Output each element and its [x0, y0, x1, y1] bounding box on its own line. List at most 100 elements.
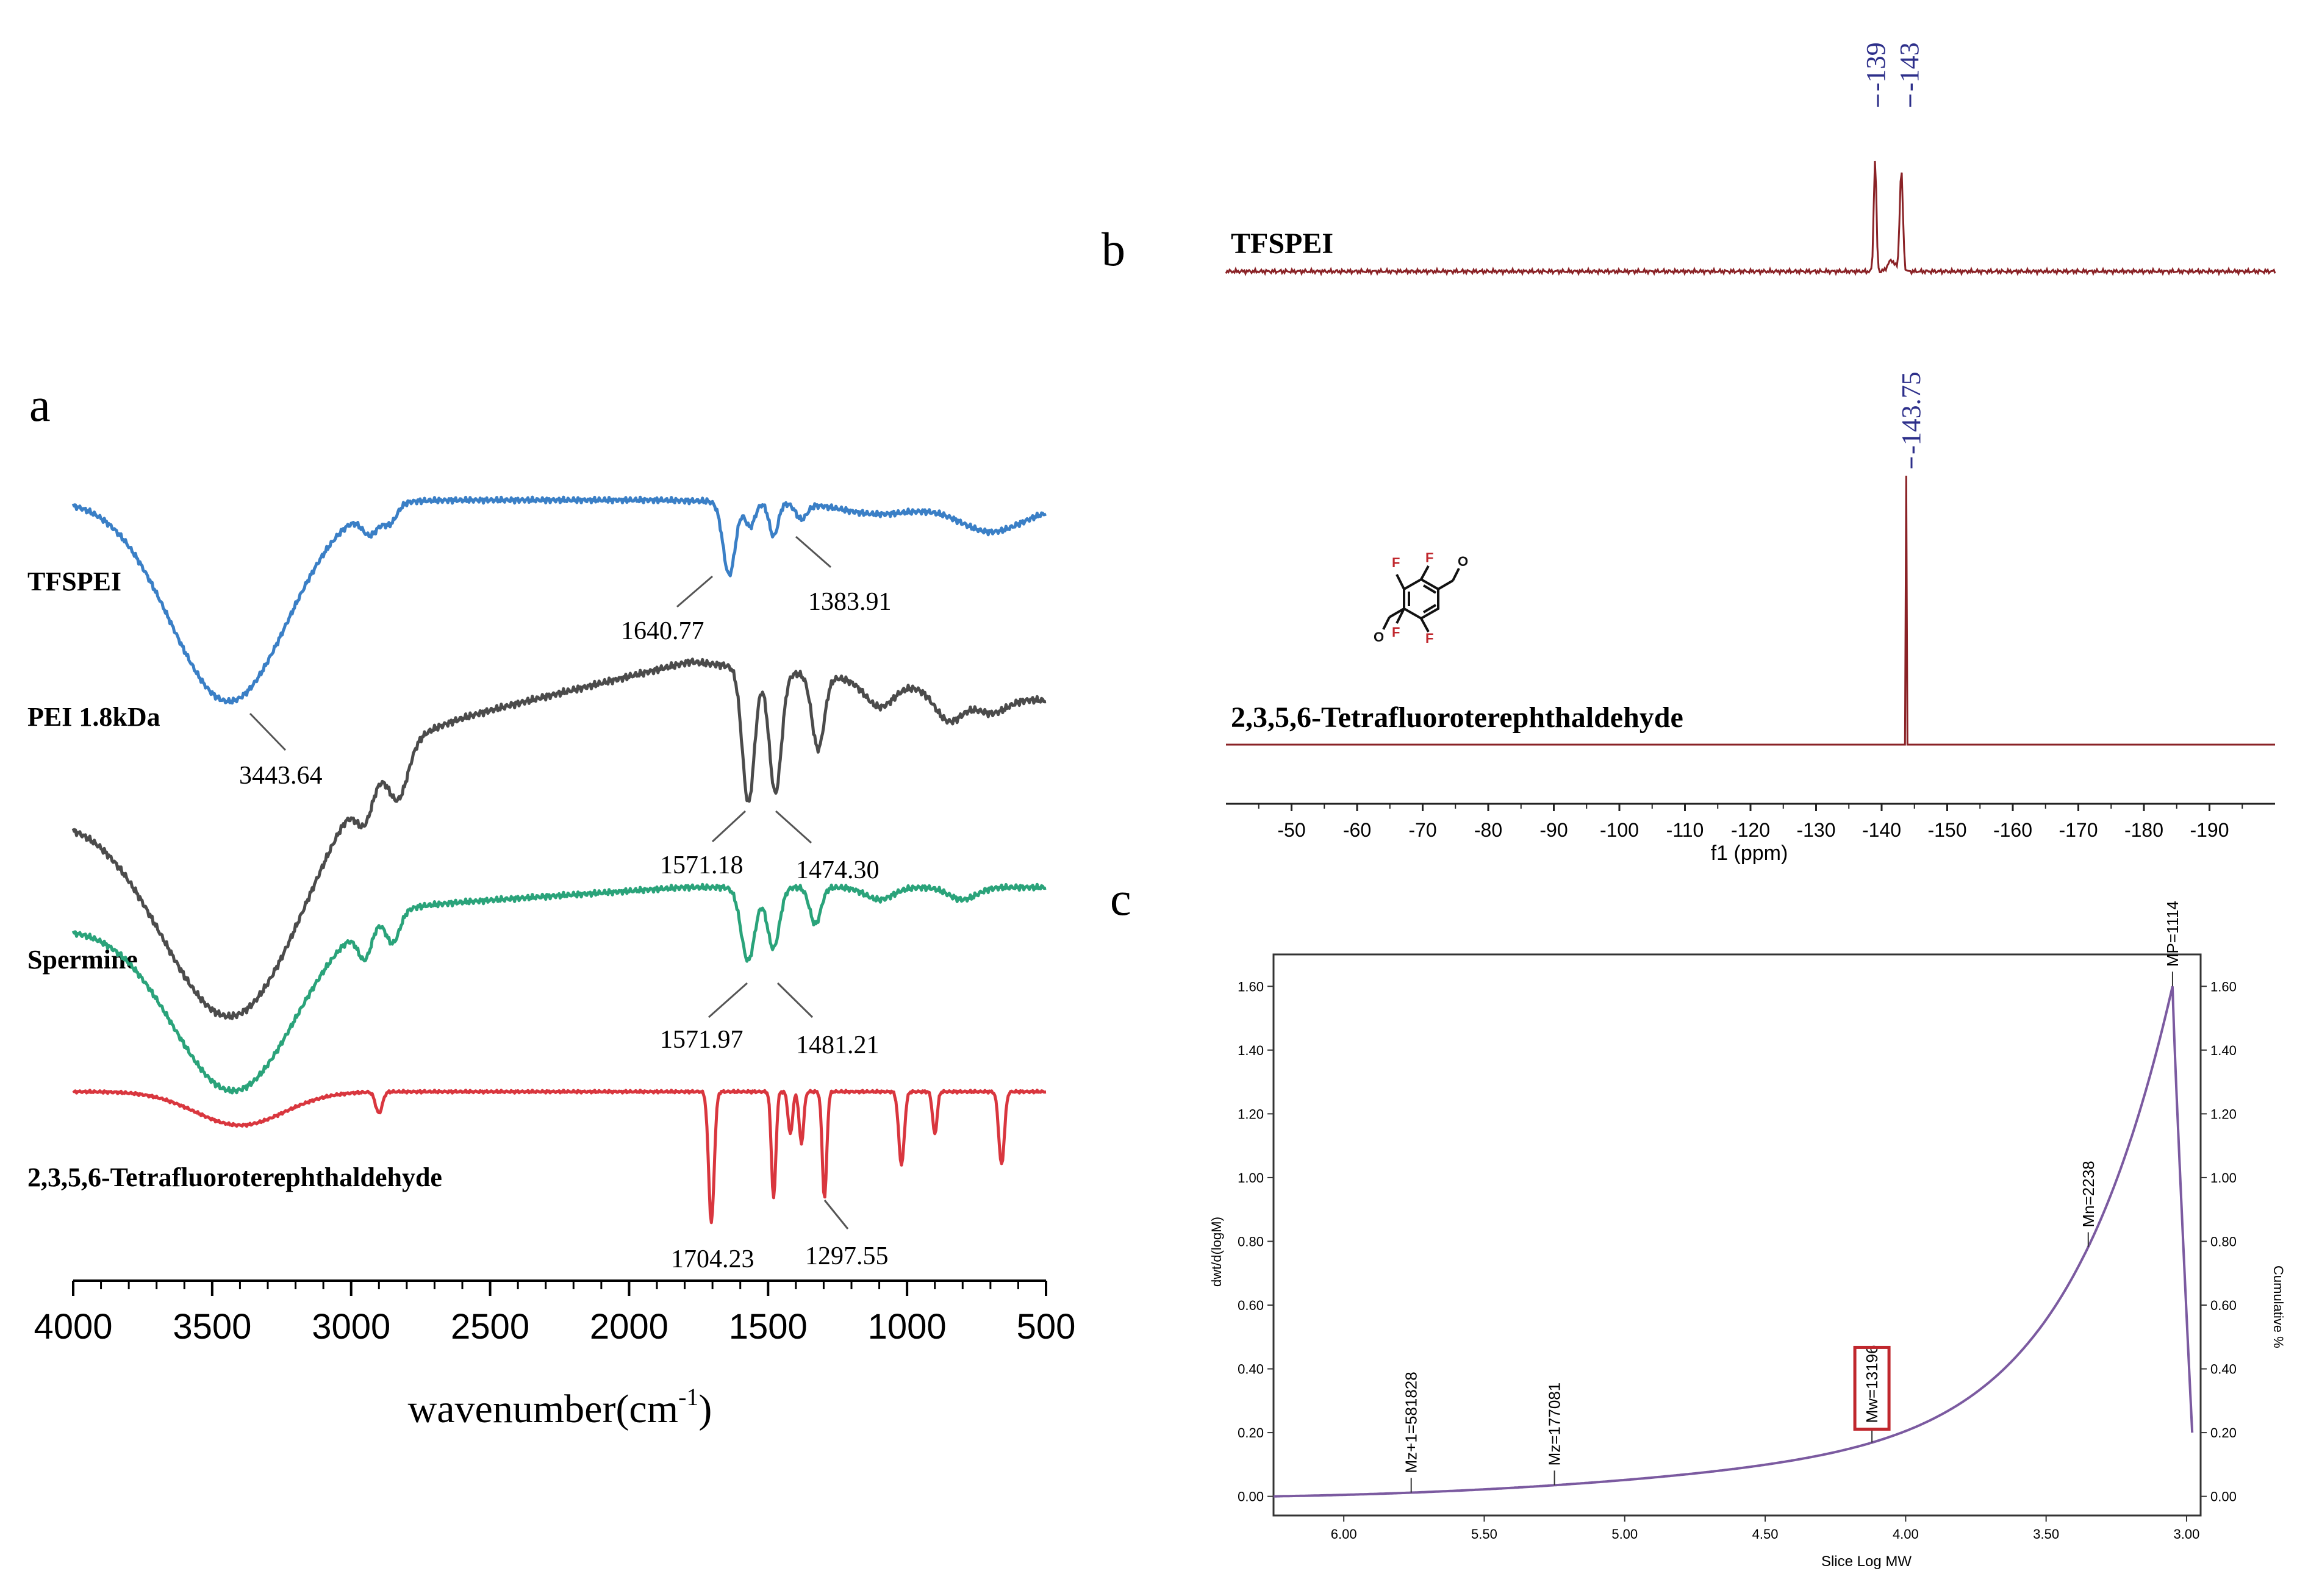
gpc-y2-tick-label: 1.00 [2210, 1170, 2237, 1186]
gpc-marker-label: Mw=13196 [1863, 1345, 1881, 1423]
leader-1571-sp [708, 982, 748, 1018]
nmr-peak-label-139: -139 [1861, 42, 1891, 91]
nmr-x-tick-label: -60 [1343, 819, 1371, 841]
nmr-peak-labels: -139 -143 -143.75 [1861, 42, 1926, 454]
nmr-peak-leaders [1877, 95, 1913, 468]
ftir-peak-1383: 1383.91 [808, 588, 892, 616]
gpc-x-tick-label: 6.00 [1331, 1526, 1357, 1542]
atom-f-1: F [1392, 555, 1400, 570]
tetrafluoroterephthaldehyde-structure [1382, 565, 1460, 632]
ftir-series-tfa-line [72, 1089, 1047, 1225]
gpc-marker-label: Mz+1=581828 [1402, 1372, 1421, 1473]
nmr-x-tick-label: -190 [2190, 819, 2229, 841]
gpc-y-tick-label: 0.80 [1238, 1234, 1264, 1249]
ftir-label-tfa: 2,3,5,6-Tetrafluoroterephthaldehyde [27, 1162, 442, 1192]
nmr-label-tfspei: TFSPEI [1231, 227, 1333, 260]
nmr-x-tick-label: -150 [1927, 819, 1966, 841]
ftir-peak-1481: 1481.21 [796, 1031, 880, 1059]
gpc-y-ticks-left: 0.00 0.20 0.40 0.60 0.80 1.00 1.20 1.40 1.60 [1238, 979, 1274, 1505]
ftir-series-pei-line [71, 657, 1047, 1020]
atom-o-2: O [1374, 629, 1384, 645]
gpc-y2-tick-label: 0.80 [2210, 1234, 2237, 1249]
nmr-series-tfspei-line [1225, 160, 2276, 277]
ftir-x-tick-label: 2000 [590, 1307, 668, 1347]
panel-b-label: b [1102, 223, 1125, 276]
gpc-x-tick-label: 5.00 [1611, 1526, 1638, 1542]
nmr-x-tick-label: -80 [1474, 819, 1502, 841]
ftir-x-tick-label: 3000 [312, 1307, 390, 1347]
leader-1481 [776, 982, 814, 1018]
gpc-y2-tick-label: 0.20 [2210, 1425, 2237, 1440]
gpc-y-tick-label: 0.60 [1238, 1298, 1264, 1313]
gpc-x-axis-label: Slice Log MW [1821, 1553, 1912, 1570]
gpc-marker-label: Mn=2238 [2079, 1161, 2098, 1227]
gpc-x-tick-label: 4.00 [1893, 1526, 1919, 1542]
panel-a-label: a [29, 378, 51, 431]
ftir-x-tick-label: 1500 [729, 1307, 808, 1347]
panel-c: c 0.00 0.20 0.40 0.60 0.80 1.00 1.20 1.40 1.60 0… [1110, 872, 2286, 1570]
structure-atom-labels: F F F F O O [1374, 550, 1468, 646]
gpc-y-tick-label: 0.20 [1238, 1425, 1264, 1440]
ftir-x-axis-label: wavenumber(cm-1) [408, 1383, 712, 1431]
nmr-x-tick-label: -180 [2124, 819, 2163, 841]
gpc-y2-tick-label: 0.00 [2210, 1489, 2237, 1505]
panel-c-label: c [1110, 872, 1131, 925]
ftir-series-tfspei-line [71, 495, 1047, 705]
ftir-x-tick-label: 2500 [451, 1307, 529, 1347]
ftir-peak-3443: 3443.64 [239, 762, 323, 790]
leader-1474 [775, 810, 812, 844]
ftir-x-tick-label: 500 [1017, 1307, 1076, 1347]
nmr-x-tick-label: -130 [1796, 819, 1835, 841]
ftir-x-ticks: 4000 3500 3000 2500 2000 1500 1000 500 [34, 1281, 1075, 1347]
ftir-x-tick-label: 3500 [173, 1307, 251, 1347]
gpc-x-tick-label: 3.00 [2174, 1526, 2200, 1542]
gpc-x-tick-label: 4.50 [1752, 1526, 1779, 1542]
gpc-y2-tick-label: 1.60 [2210, 979, 2237, 994]
ftir-series-spermine-line [71, 882, 1047, 1095]
nmr-x-tick-label: -120 [1731, 819, 1770, 841]
gpc-y-ticks-right: 0.00 0.20 0.40 0.60 0.80 1.00 1.20 1.40 1.60 [2201, 979, 2237, 1505]
ftir-label-spermine: Spermine [27, 945, 138, 975]
ftir-peak-1297: 1297.55 [805, 1242, 889, 1270]
panel-a: a TFSPEI PEI 1.8kDa Spermine 2,3,5,6-Tet… [27, 378, 1075, 1431]
ftir-peak-1640: 1640.77 [621, 617, 704, 645]
gpc-y-tick-label: 1.00 [1238, 1170, 1264, 1186]
gpc-y-tick-label: 1.20 [1238, 1106, 1264, 1122]
leader-1640 [676, 575, 713, 608]
gpc-highlight-box [1853, 1345, 1891, 1431]
ftir-x-tick-label: 4000 [34, 1307, 112, 1347]
nmr-x-tick-label: -100 [1600, 819, 1639, 841]
nmr-series-tfa-line [1226, 475, 2275, 746]
leader-3443 [249, 712, 287, 751]
nmr-x-tick-label: -110 [1666, 819, 1704, 841]
ftir-peak-1571-pei: 1571.18 [660, 851, 744, 879]
nmr-peak-label-14375: -143.75 [1896, 371, 1926, 454]
gpc-y-tick-label: 1.60 [1238, 979, 1264, 994]
leader-1383 [795, 535, 831, 568]
nmr-peak-label-143: -143 [1894, 42, 1924, 91]
nmr-x-axis-label: f1 (ppm) [1711, 842, 1788, 865]
nmr-label-tfa: 2,3,5,6-Tetrafluoroterephthaldehyde [1231, 701, 1683, 734]
nmr-x-tick-label: -70 [1408, 819, 1436, 841]
gpc-y2-tick-label: 0.40 [2210, 1362, 2237, 1377]
nmr-x-tick-label: -90 [1539, 819, 1568, 841]
atom-f-4: F [1425, 631, 1433, 646]
atom-f-2: F [1425, 550, 1433, 565]
ftir-annotation-leaders [249, 535, 849, 1229]
ftir-label-tfspei: TFSPEI [27, 567, 121, 596]
gpc-plot-frame [1272, 953, 2202, 1517]
gpc-y-tick-label: 0.00 [1238, 1489, 1264, 1505]
panel-b: b TFSPEI 2,3,5,6-Tetrafluoroterephthalde… [1102, 42, 2276, 865]
gpc-series-line [1274, 986, 2194, 1498]
ftir-label-pei: PEI 1.8kDa [27, 702, 160, 732]
gpc-x-ticks: 6.00 5.50 5.00 4.50 4.00 3.50 3.00 [1331, 1515, 2200, 1542]
nmr-x-tick-label: -140 [1862, 819, 1901, 841]
nmr-x-tick-label: -160 [1993, 819, 2032, 841]
gpc-y2-tick-label: 0.60 [2210, 1298, 2237, 1313]
gpc-y2-tick-label: 1.20 [2210, 1106, 2237, 1122]
leader-1297 [823, 1200, 849, 1229]
ftir-peak-1704: 1704.23 [671, 1245, 754, 1273]
nmr-x-tick-label: -170 [2059, 819, 2098, 841]
ftir-peak-1571-sp: 1571.97 [660, 1026, 744, 1054]
